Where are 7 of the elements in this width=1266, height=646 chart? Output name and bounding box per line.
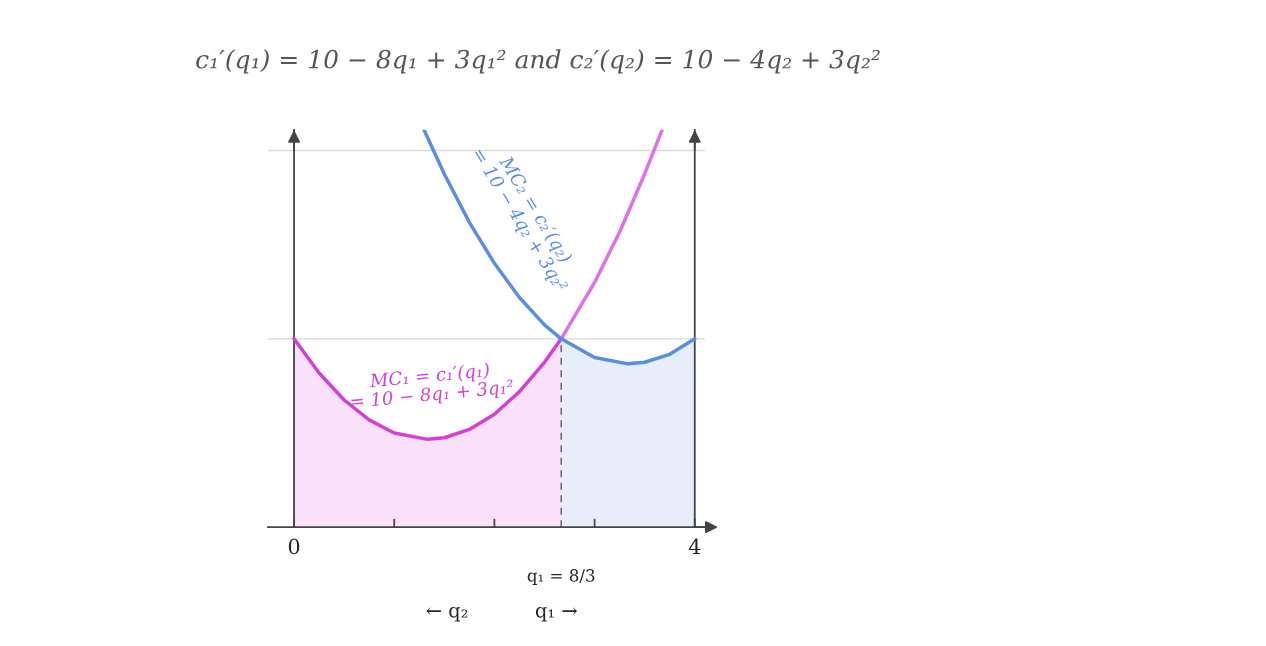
text: MC₁ = c₁′(q₁) = 10 − 8q₁ + 3q₁² [350,362,514,412]
chart-title: c₁′(q₁) = 10 − 8q₁ + 3q₁² and c₂′(q₂) = 10 − 4q₂ + 3q₂² [196,49,880,74]
text: ← q₂ [426,607,468,622]
x-tick-label: 0 [288,538,300,555]
ref-line-label: q₁ = 8/3 [527,569,595,585]
x-tick-label: 4 [688,538,701,555]
text: q₁ → [535,607,577,622]
